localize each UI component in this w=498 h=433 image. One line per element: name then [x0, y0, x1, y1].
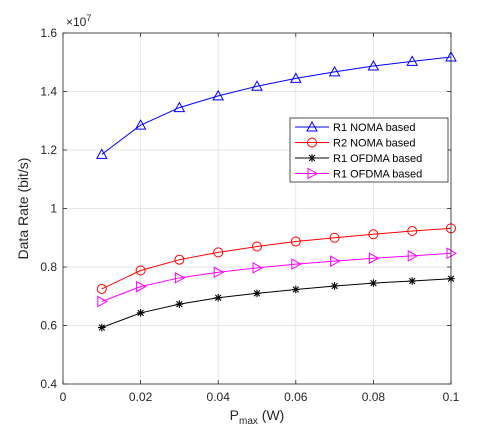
- data-point: [174, 271, 186, 284]
- data-point: [290, 236, 301, 247]
- data-point: [369, 279, 378, 287]
- data-point: [368, 229, 379, 240]
- data-point: [307, 137, 317, 148]
- asterisk-stroke: [370, 279, 377, 287]
- series-line: [101, 278, 452, 329]
- data-point: [135, 265, 146, 276]
- data-point: [368, 252, 380, 265]
- data-point: [406, 55, 419, 66]
- data-point: [330, 255, 341, 267]
- x-tick-label: 0: [60, 390, 67, 404]
- asterisk-stroke: [253, 290, 261, 297]
- y-exponent-power: 7: [86, 13, 91, 23]
- asterisk-stroke: [214, 294, 222, 301]
- legend-label: R1 OFDMA based: [333, 169, 422, 181]
- y-axis-label: Data Rate (bit/s): [15, 158, 31, 260]
- y-tick-label: 0.8: [40, 260, 57, 274]
- data-point: [214, 293, 222, 302]
- data-point: [328, 65, 341, 77]
- x-axis-label-unit: (W): [258, 407, 284, 423]
- asterisk-stroke: [98, 324, 106, 331]
- data-point: [173, 101, 186, 113]
- data-point: [252, 262, 264, 274]
- legend-label: R1 OFDMA based: [333, 153, 422, 165]
- data-point: [292, 285, 300, 294]
- legend-box: [289, 117, 449, 183]
- series-line: [101, 56, 452, 155]
- asterisk-stroke: [331, 282, 338, 290]
- y-exponent-base: ×10: [66, 15, 87, 29]
- data-point: [291, 258, 302, 270]
- y-exponent-label: ×107: [66, 13, 91, 29]
- x-axis-label: Pmax (W): [230, 407, 285, 427]
- asterisk-stroke: [137, 309, 144, 317]
- legend-entry: R2 NOMA based: [295, 137, 416, 150]
- data-point: [251, 80, 263, 91]
- data-point: [97, 295, 108, 308]
- data-point: [96, 283, 107, 294]
- data-point: [134, 119, 147, 130]
- data-point: [308, 154, 316, 162]
- y-tick-label: 1.4: [40, 85, 57, 99]
- x-tick-label: 0.06: [284, 390, 308, 404]
- data-point: [289, 72, 302, 83]
- axis-ticks: 0 0.02 0.04 0.06 0.08 0.1 0.4 0.6 0.8 1 1.2 1.4 1.6: [40, 26, 459, 404]
- series-r2-noma-based: [96, 223, 456, 294]
- x-tick-label: 0.08: [362, 390, 386, 404]
- data-point: [253, 289, 261, 298]
- series-r1-ofdma-based: [98, 274, 455, 332]
- data-point: [136, 309, 145, 317]
- series-r1-ofdma-based: [97, 247, 458, 308]
- asterisk-stroke: [292, 286, 300, 293]
- y-tick-label: 1.6: [40, 26, 57, 40]
- asterisk-stroke: [176, 300, 183, 308]
- data-point: [213, 247, 224, 258]
- legend-entry: R1 OFDMA based: [295, 153, 422, 165]
- series-layer: [95, 50, 458, 332]
- legend-label: R2 NOMA based: [333, 138, 416, 150]
- data-point: [175, 300, 184, 308]
- data-point: [408, 277, 416, 285]
- asterisk-stroke: [308, 154, 316, 162]
- y-tick-label: 1.2: [40, 143, 57, 157]
- y-tick-label: 1: [50, 202, 57, 216]
- data-point: [95, 148, 108, 159]
- legend-entry: R1 NOMA based: [295, 120, 416, 134]
- legend-entry: R1 OFDMA based: [295, 167, 422, 181]
- series-line: [101, 252, 452, 302]
- series-line: [101, 227, 452, 290]
- data-point: [446, 247, 458, 260]
- x-axis-label-main: P: [230, 407, 239, 423]
- y-tick-label: 0.6: [40, 319, 57, 333]
- series-r1-noma-based: [95, 50, 457, 159]
- x-tick-label: 0.02: [129, 390, 153, 404]
- data-point: [136, 280, 147, 293]
- asterisk-stroke: [408, 277, 416, 285]
- data-point: [407, 226, 418, 237]
- data-point: [252, 241, 262, 252]
- x-tick-label: 0.04: [207, 390, 231, 404]
- data-point: [367, 60, 380, 71]
- data-point: [329, 232, 340, 243]
- y-tick-label: 0.4: [40, 377, 57, 391]
- data-point: [174, 254, 185, 265]
- x-axis-label-sub: max: [239, 416, 258, 427]
- data-point: [98, 323, 106, 332]
- data-point: [212, 89, 225, 101]
- data-point: [213, 266, 225, 279]
- legend-label: R1 NOMA based: [333, 122, 416, 134]
- x-tick-label: 0.1: [443, 390, 460, 404]
- data-point: [306, 120, 318, 132]
- data-point: [307, 167, 319, 180]
- data-point: [330, 282, 339, 290]
- legend: R1 NOMA based R2 NOMA based R1 OFDMA based…: [289, 117, 449, 183]
- data-point: [407, 250, 419, 262]
